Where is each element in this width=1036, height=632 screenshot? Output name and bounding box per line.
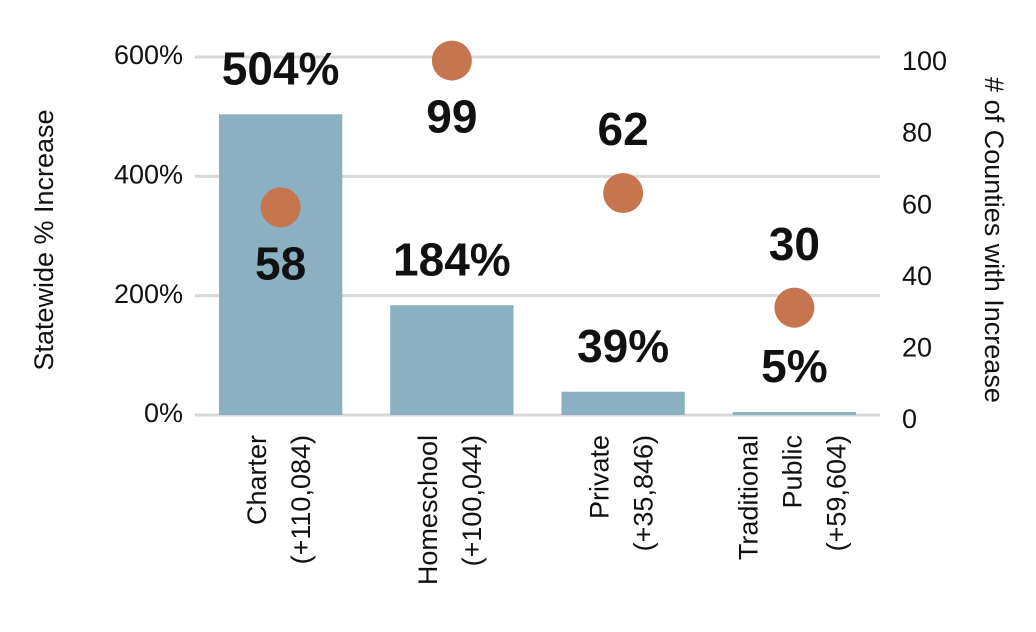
bar [218, 114, 343, 415]
x-tick-label: (+35,846) [628, 435, 658, 551]
y2-tick-label: 20 [902, 333, 932, 363]
y-tick-label: 0% [144, 398, 183, 428]
dot [774, 287, 815, 328]
bar-value-label: 184% [393, 233, 511, 285]
y2-tick-label: 80 [902, 118, 932, 148]
y-tick-label: 400% [114, 159, 183, 189]
dot-value-label: 30 [769, 218, 820, 270]
y-tick-label: 200% [114, 279, 183, 309]
dot-value-label: 62 [598, 103, 649, 155]
dot [260, 187, 301, 228]
x-tick-label: (+59,604) [822, 435, 852, 551]
bar [390, 305, 514, 415]
x-tick-label: Charter [242, 435, 272, 525]
bar-value-label: 5% [761, 340, 827, 392]
x-tick-label: Public [778, 435, 808, 509]
x-tick-label: Private [584, 435, 614, 519]
dot [603, 173, 644, 214]
x-tick-label: Homeschool [413, 435, 443, 585]
y2-tick-label: 0 [902, 404, 917, 434]
bar-value-label: 39% [577, 320, 669, 372]
bar-value-label: 504% [222, 42, 340, 94]
y2-tick-label: 60 [902, 189, 932, 219]
dot-value-label: 58 [255, 238, 306, 290]
dot [431, 40, 472, 81]
x-tick-label: (+110,084) [286, 435, 316, 564]
x-tick-label: (+100,044) [457, 435, 487, 566]
y-tick-label: 600% [114, 40, 183, 70]
y2-tick-label: 100 [902, 46, 947, 76]
bar [732, 412, 857, 415]
bar [561, 391, 685, 415]
y-axis-title: Statewide % Increase [29, 109, 59, 370]
y2-axis-title: # of Counties with Increase [979, 77, 1009, 403]
y2-tick-label: 40 [902, 261, 932, 291]
dot-value-label: 99 [426, 91, 477, 143]
x-tick-label: Traditional [734, 435, 764, 560]
